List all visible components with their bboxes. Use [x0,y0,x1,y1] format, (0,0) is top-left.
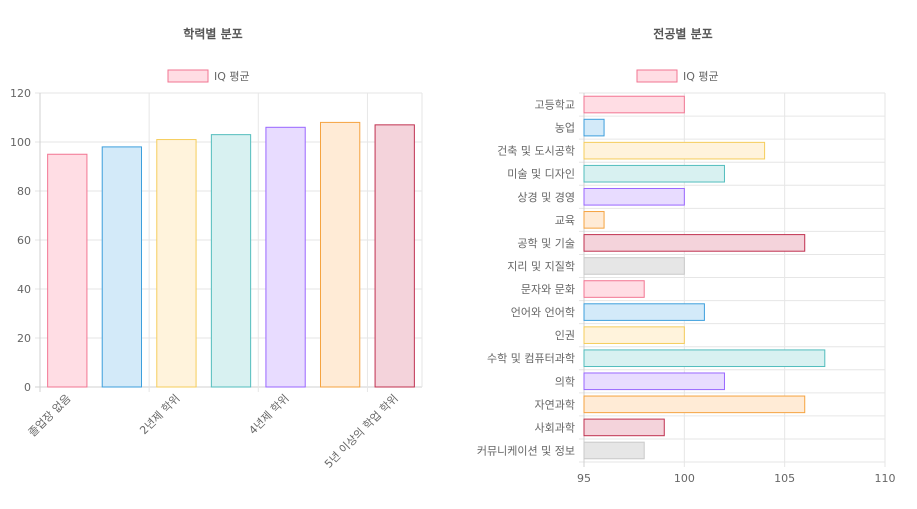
education-bar[interactable] [374,124,415,388]
major-bar[interactable] [583,141,766,160]
education-chart-legend[interactable]: IQ 평균 [167,69,250,83]
major-bar[interactable] [583,187,685,206]
y-tick-label: 언어와 언어학 [511,306,575,319]
education-bar[interactable] [101,146,143,388]
education-chart-title: 학력별 분포 [183,26,242,41]
y-tick-label: 교육 [555,214,575,227]
x-tick-label: 110 [875,472,896,485]
major-bar[interactable] [583,164,725,183]
y-tick-label: 지리 및 지질학 [507,260,575,273]
y-tick-label: 80 [17,185,31,198]
major-bar[interactable] [583,211,605,229]
y-tick-label: 수학 및 컴퓨터과학 [487,352,575,365]
x-tick-label: 105 [774,472,795,485]
y-tick-label: 건축 및 도시공학 [497,145,575,158]
legend-swatch [167,69,209,83]
major-bar[interactable] [583,95,685,114]
y-tick-label: 고등학교 [535,99,575,112]
legend-label: IQ 평균 [214,70,250,83]
education-bar[interactable] [47,153,88,388]
y-tick-label: 자연과학 [535,398,575,411]
major-chart-title: 전공별 분포 [653,26,712,41]
education-chart: 학력별 분포 IQ 평균 0 20 40 60 80 100 120 졸업장 없음 2년제 학… [10,26,423,471]
education-bar[interactable] [265,126,306,388]
education-bar[interactable] [210,134,252,388]
major-bar[interactable] [583,257,685,275]
y-tick-label: 문자와 문화 [521,283,575,296]
x-tick-label: 5년 이상의 학업 학위 [322,392,401,471]
legend-swatch [636,69,678,83]
y-tick-label: 사회과학 [535,421,575,434]
major-bar[interactable] [583,372,725,391]
y-tick-label: 100 [10,136,31,149]
y-tick-label: 커뮤니케이션 및 정보 [477,444,575,457]
major-bar[interactable] [583,349,826,368]
major-bar[interactable] [583,118,605,137]
major-bar[interactable] [583,441,645,460]
y-tick-label: 40 [17,283,31,296]
y-tick-label: 의학 [555,375,575,388]
major-bar[interactable] [583,303,705,321]
major-bar[interactable] [583,418,665,437]
major-bar[interactable] [583,326,685,344]
legend-label: IQ 평균 [683,70,719,83]
y-tick-label: 공학 및 기술 [517,237,575,250]
major-chart-legend[interactable]: IQ 평균 [636,69,719,83]
y-tick-label: 0 [24,381,31,394]
education-bar[interactable] [156,139,197,388]
y-tick-label: 농업 [555,122,575,135]
major-bar[interactable] [583,395,806,414]
y-tick-label: 인권 [555,329,575,342]
x-tick-label: 100 [674,472,695,485]
major-bar[interactable] [583,280,645,298]
x-tick-label: 4년제 학위 [246,392,291,437]
x-tick-label: 95 [577,472,591,485]
y-tick-label: 미술 및 디자인 [507,168,575,181]
y-tick-label: 20 [17,332,31,345]
x-tick-label: 졸업장 없음 [26,392,73,439]
y-tick-label: 60 [17,234,31,247]
education-bar[interactable] [319,121,361,388]
y-tick-label: 상경 및 경영 [517,191,575,204]
x-tick-label: 2년제 학위 [137,392,182,437]
y-tick-label: 120 [10,87,31,100]
major-bar[interactable] [583,234,806,252]
